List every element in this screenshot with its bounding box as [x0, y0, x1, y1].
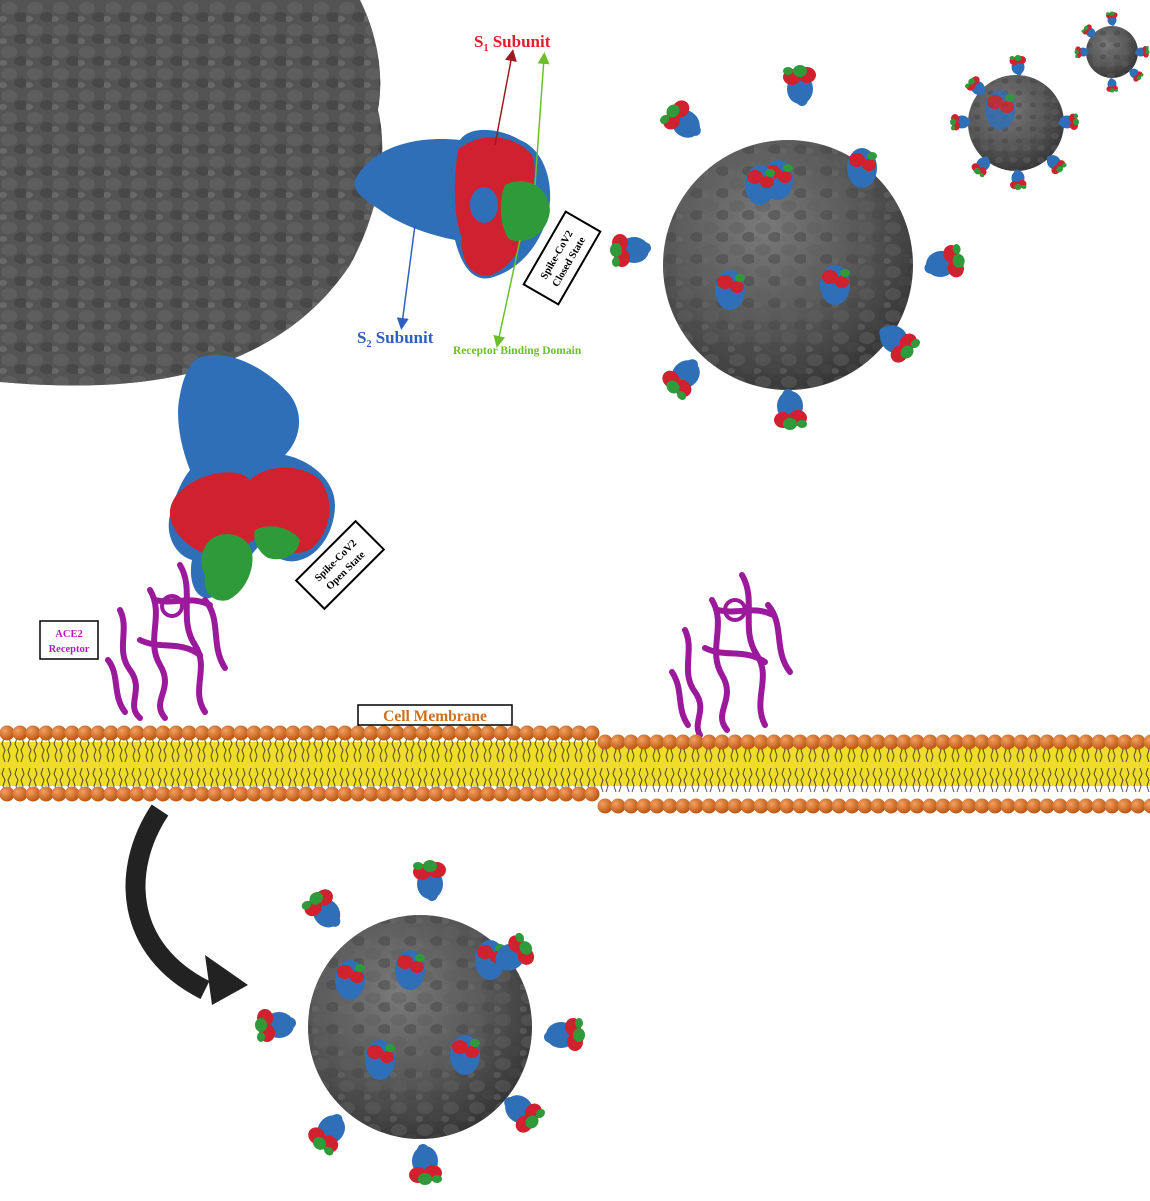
spike-closed-state-protein [354, 129, 551, 279]
s2-pointer-arrow [396, 224, 416, 330]
ace2-receptor-protein-left [105, 562, 228, 721]
svg-text:ACE2: ACE2 [55, 629, 82, 640]
virus-particle-small [950, 55, 1079, 190]
cell-membrane-bilayer [0, 725, 1150, 814]
virus-particle-internalized [255, 860, 585, 1185]
cell-membrane-label-box: Cell Membrane [357, 704, 513, 726]
rbd-down-pointer-arrow [493, 239, 521, 348]
virus-particle-medium [610, 65, 968, 430]
s1-subunit-label: S1 Subunit [474, 32, 551, 54]
s2-subunit-label: S2 Subunit [357, 328, 434, 350]
ace2-receptor-protein-right [669, 572, 793, 738]
receptor-binding-domain-label: Receptor Binding Domain [453, 345, 582, 357]
spike-open-state-protein [168, 354, 335, 601]
svg-text:Receptor: Receptor [49, 644, 90, 655]
virus-particle-tiny [1074, 11, 1150, 93]
ace2-label-box: ACE2 Receptor [39, 620, 99, 660]
s1-pointer-arrow [494, 49, 517, 146]
large-virus-surface [0, 0, 383, 386]
rbd-up-pointer-arrow [534, 52, 550, 186]
entry-arrow [125, 804, 248, 1005]
svg-text:Cell Membrane: Cell Membrane [383, 708, 487, 725]
